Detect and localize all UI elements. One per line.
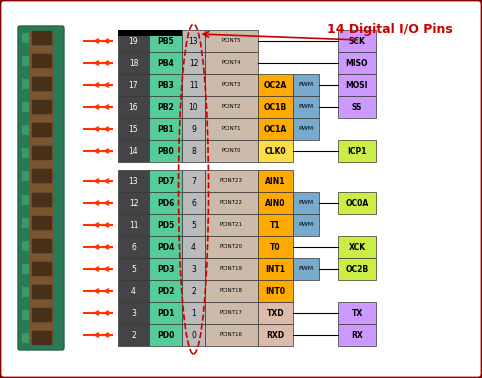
Bar bbox=[205, 170, 258, 192]
Text: 4: 4 bbox=[131, 287, 136, 296]
Bar bbox=[32, 31, 52, 45]
Bar bbox=[22, 149, 29, 158]
Bar bbox=[205, 30, 258, 52]
Bar bbox=[338, 192, 376, 214]
Bar bbox=[149, 324, 182, 346]
Text: PB1: PB1 bbox=[157, 124, 174, 133]
Bar bbox=[182, 214, 205, 236]
Bar bbox=[32, 215, 52, 229]
Text: 13: 13 bbox=[188, 37, 198, 45]
Text: 17: 17 bbox=[129, 81, 138, 90]
Text: PCINT5: PCINT5 bbox=[222, 39, 241, 43]
Bar bbox=[182, 96, 205, 118]
Bar bbox=[32, 123, 52, 137]
Text: PCINT16: PCINT16 bbox=[220, 333, 243, 338]
Bar bbox=[205, 140, 258, 162]
Text: 7: 7 bbox=[191, 177, 196, 186]
Bar bbox=[182, 52, 205, 74]
Bar bbox=[32, 146, 52, 160]
Text: PCINT17: PCINT17 bbox=[220, 310, 243, 316]
Text: OC1B: OC1B bbox=[264, 102, 287, 112]
Bar bbox=[32, 239, 52, 253]
Text: 4: 4 bbox=[191, 243, 196, 251]
Bar bbox=[293, 214, 319, 236]
Text: 13: 13 bbox=[129, 177, 138, 186]
Bar bbox=[149, 302, 182, 324]
Bar bbox=[118, 192, 149, 214]
Text: PWM: PWM bbox=[298, 127, 314, 132]
Text: PD3: PD3 bbox=[157, 265, 174, 274]
FancyBboxPatch shape bbox=[18, 26, 64, 350]
Text: 2: 2 bbox=[191, 287, 196, 296]
Text: 5: 5 bbox=[131, 265, 136, 274]
Bar bbox=[22, 56, 29, 66]
Text: OC2A: OC2A bbox=[264, 81, 287, 90]
Text: 6: 6 bbox=[191, 198, 196, 208]
Bar bbox=[182, 118, 205, 140]
Bar bbox=[22, 79, 29, 89]
Bar bbox=[22, 195, 29, 204]
Text: T0: T0 bbox=[270, 243, 281, 251]
Bar bbox=[338, 302, 376, 324]
Bar bbox=[338, 258, 376, 280]
Bar bbox=[258, 280, 293, 302]
Bar bbox=[338, 236, 376, 258]
Bar bbox=[32, 331, 52, 345]
Bar bbox=[205, 118, 258, 140]
Bar bbox=[149, 258, 182, 280]
Text: 18: 18 bbox=[129, 59, 138, 68]
Bar bbox=[182, 192, 205, 214]
Text: PWM: PWM bbox=[298, 82, 314, 87]
Bar bbox=[293, 96, 319, 118]
Text: PD2: PD2 bbox=[157, 287, 174, 296]
Bar bbox=[258, 170, 293, 192]
Text: PCINT23: PCINT23 bbox=[220, 178, 243, 183]
Text: PCINT2: PCINT2 bbox=[222, 104, 241, 110]
Bar bbox=[32, 262, 52, 276]
Bar bbox=[182, 236, 205, 258]
Bar bbox=[258, 324, 293, 346]
Bar bbox=[22, 102, 29, 112]
Text: INT1: INT1 bbox=[266, 265, 285, 274]
Bar bbox=[22, 264, 29, 274]
Bar bbox=[258, 118, 293, 140]
Text: 9: 9 bbox=[191, 124, 196, 133]
Bar bbox=[293, 258, 319, 280]
Bar bbox=[32, 100, 52, 114]
Bar bbox=[338, 324, 376, 346]
Bar bbox=[182, 74, 205, 96]
Text: PWM: PWM bbox=[298, 223, 314, 228]
Text: OC0A: OC0A bbox=[346, 198, 369, 208]
Bar bbox=[118, 324, 149, 346]
Text: 19: 19 bbox=[129, 37, 138, 45]
Bar bbox=[205, 302, 258, 324]
Bar bbox=[32, 308, 52, 322]
Text: PCINT21: PCINT21 bbox=[220, 223, 243, 228]
Text: XCK: XCK bbox=[348, 243, 365, 251]
Text: PWM: PWM bbox=[298, 200, 314, 206]
Bar bbox=[258, 140, 293, 162]
Text: PCINT19: PCINT19 bbox=[220, 266, 243, 271]
Text: PB4: PB4 bbox=[157, 59, 174, 68]
Text: SS: SS bbox=[352, 102, 362, 112]
Bar bbox=[118, 30, 149, 52]
Bar bbox=[118, 96, 149, 118]
Bar bbox=[205, 96, 258, 118]
Bar bbox=[182, 30, 205, 52]
Text: PD1: PD1 bbox=[157, 308, 174, 318]
Text: MISO: MISO bbox=[346, 59, 368, 68]
Text: TXD: TXD bbox=[267, 308, 284, 318]
Text: 14: 14 bbox=[129, 147, 138, 155]
Bar bbox=[118, 170, 149, 192]
Bar bbox=[32, 285, 52, 299]
Bar bbox=[182, 324, 205, 346]
Text: RXD: RXD bbox=[267, 330, 284, 339]
Text: PB0: PB0 bbox=[157, 147, 174, 155]
Bar bbox=[205, 236, 258, 258]
Text: 11: 11 bbox=[189, 81, 198, 90]
Bar bbox=[258, 214, 293, 236]
Bar bbox=[22, 310, 29, 320]
Text: 16: 16 bbox=[129, 102, 138, 112]
Text: AIN0: AIN0 bbox=[265, 198, 286, 208]
